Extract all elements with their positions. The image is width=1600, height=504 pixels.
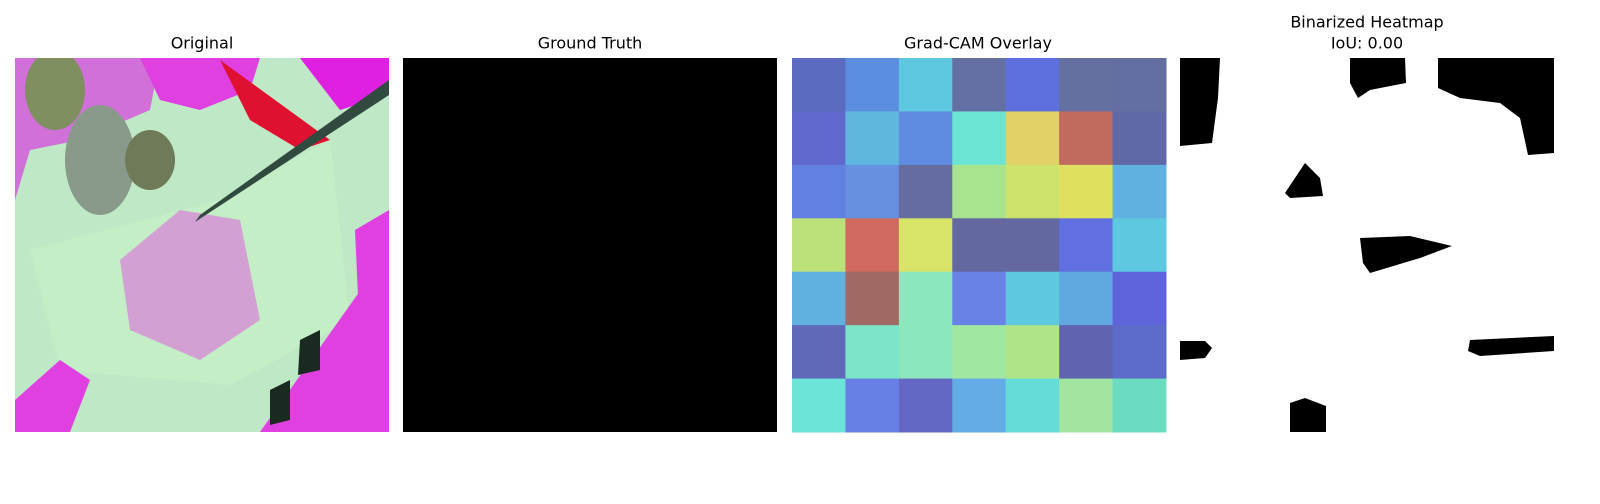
heatmap-cell	[845, 58, 900, 112]
heatmap-cell	[952, 378, 1007, 433]
heatmap-cell	[1005, 111, 1060, 166]
heatmap-cell	[1112, 271, 1167, 326]
heatmap-cell	[1059, 378, 1114, 433]
heatmap-cell	[1005, 271, 1060, 326]
binarized-heatmap	[1180, 58, 1554, 432]
heatmap-cell	[898, 271, 953, 326]
heatmap-cell	[1112, 378, 1167, 433]
heatmap-cell	[1005, 378, 1060, 433]
ground-truth-mask	[403, 58, 777, 432]
heatmap-cell	[1112, 58, 1167, 112]
heatmap-cell	[1112, 218, 1167, 273]
heatmap-cell	[952, 218, 1007, 273]
heatmap-cell	[898, 378, 953, 433]
heatmap-cell	[845, 378, 900, 433]
panel-title: Binarized Heatmap	[1290, 13, 1443, 32]
panel-title: Grad-CAM Overlay	[904, 34, 1052, 53]
heatmap-cell	[898, 325, 953, 380]
heatmap-cell	[792, 325, 846, 380]
heatmap-cell	[1005, 58, 1060, 112]
heatmap-cell	[792, 58, 846, 112]
panel-title: Ground Truth	[538, 34, 643, 53]
heatmap-cell	[952, 164, 1007, 219]
heatmap-cell	[845, 111, 900, 166]
heatmap-cell	[845, 164, 900, 219]
heatmap-cell	[1059, 111, 1114, 166]
heatmap-cell	[1059, 218, 1114, 273]
heatmap-cell	[845, 325, 900, 380]
heatmap-cell	[792, 271, 846, 326]
heatmap-cell	[792, 378, 846, 433]
heatmap-cell	[1005, 218, 1060, 273]
heatmap-cell	[952, 111, 1007, 166]
gradcam-overlay	[792, 58, 1167, 433]
heatmap-cell	[1059, 164, 1114, 219]
panel-title: Original	[171, 34, 234, 53]
heatmap-cell	[792, 164, 846, 219]
heatmap-cell	[898, 58, 953, 112]
original-image	[15, 58, 389, 432]
heatmap-cell	[952, 271, 1007, 326]
heatmap-cell	[952, 325, 1007, 380]
heatmap-cell	[952, 58, 1007, 112]
heatmap-cell	[1059, 325, 1114, 380]
heatmap-cell	[1005, 325, 1060, 380]
heatmap-cell	[1005, 164, 1060, 219]
heatmap-cell	[1112, 164, 1167, 219]
panel-subtitle: IoU: 0.00	[1331, 34, 1403, 53]
heatmap-cell	[1059, 58, 1114, 112]
heatmap-cell	[898, 164, 953, 219]
heatmap-cell	[1112, 111, 1167, 166]
heatmap-cell	[845, 271, 900, 326]
heatmap-cell	[1112, 325, 1167, 380]
heatmap-cell	[1059, 271, 1114, 326]
heatmap-cell	[845, 218, 900, 273]
heatmap-cell	[898, 111, 953, 166]
heatmap-cell	[792, 111, 846, 166]
heatmap-cell	[898, 218, 953, 273]
heatmap-cell	[792, 218, 846, 273]
